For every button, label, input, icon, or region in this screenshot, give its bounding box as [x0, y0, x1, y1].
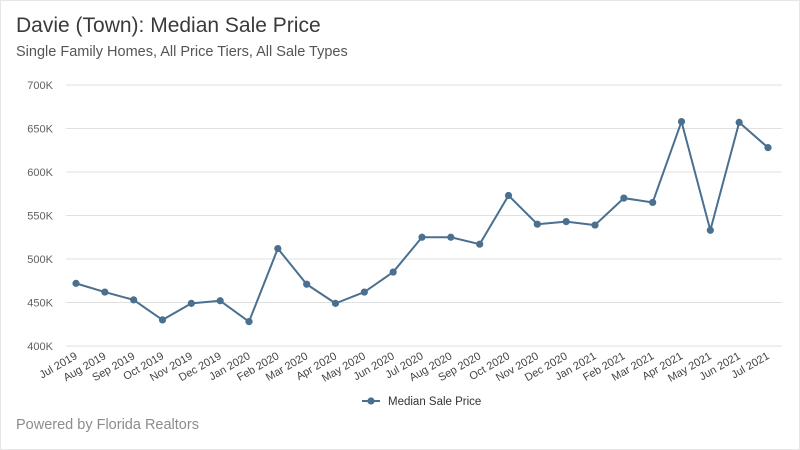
series-line: [75, 120, 769, 323]
data-point[interactable]: [303, 280, 311, 288]
y-tick-label: 700K: [27, 80, 53, 92]
y-tick-label: 600K: [27, 167, 53, 179]
y-tick-label: 550K: [27, 211, 53, 223]
data-point[interactable]: [476, 240, 484, 248]
y-tick-label: 650K: [27, 124, 53, 136]
data-point[interactable]: [533, 220, 541, 228]
data-point[interactable]: [706, 226, 714, 234]
data-point[interactable]: [331, 299, 340, 307]
data-point[interactable]: [591, 221, 599, 229]
powered-by-credit: Powered by Florida Realtors: [16, 417, 199, 433]
y-tick-label: 400K: [27, 341, 53, 353]
data-point[interactable]: [735, 118, 743, 127]
data-point[interactable]: [677, 117, 686, 126]
y-tick-label: 450K: [27, 298, 53, 310]
data-point[interactable]: [274, 244, 282, 253]
data-point[interactable]: [447, 233, 455, 241]
legend-label[interactable]: Median Sale Price: [388, 396, 481, 408]
data-point[interactable]: [389, 268, 397, 276]
y-tick-label: 500K: [27, 254, 53, 266]
data-point[interactable]: [360, 288, 368, 296]
data-point[interactable]: [562, 217, 570, 226]
data-point[interactable]: [764, 144, 772, 152]
data-point[interactable]: [130, 296, 138, 304]
data-point[interactable]: [245, 318, 253, 326]
data-point[interactable]: [187, 299, 195, 307]
data-point[interactable]: [216, 297, 224, 305]
chart-title: Davie (Town): Median Sale Price: [16, 14, 321, 37]
data-point[interactable]: [418, 233, 426, 241]
data-point[interactable]: [620, 194, 628, 202]
data-point[interactable]: [158, 316, 167, 324]
legend-marker: [367, 397, 375, 405]
data-point[interactable]: [101, 288, 109, 296]
chart-subtitle: Single Family Homes, All Price Tiers, Al…: [16, 44, 348, 60]
data-point[interactable]: [649, 198, 657, 207]
data-point[interactable]: [72, 279, 80, 287]
data-point[interactable]: [504, 191, 513, 200]
